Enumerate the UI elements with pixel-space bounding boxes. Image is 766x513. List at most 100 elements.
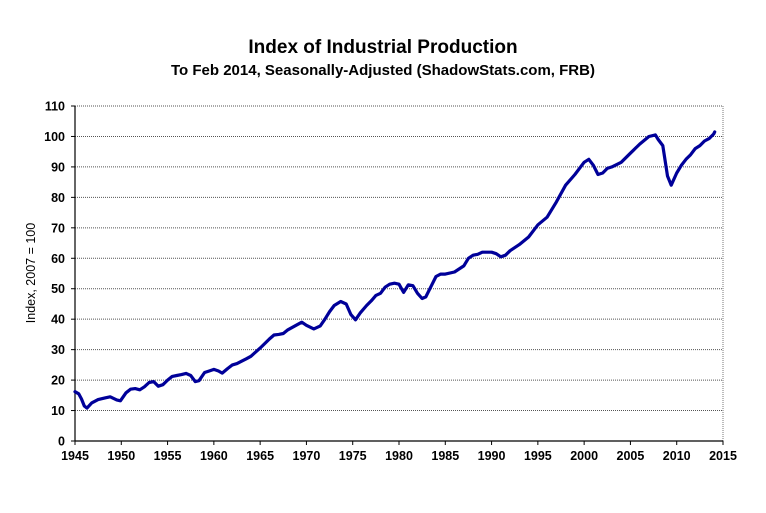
y-tick-label: 0 [58,435,65,449]
data-point [109,396,111,398]
data-point [213,368,215,371]
x-tick-label: 1965 [246,449,274,463]
data-point [527,236,530,238]
data-point [345,303,348,305]
y-tick-label: 10 [51,404,65,418]
x-tick-label: 2015 [709,449,737,463]
y-tick-labels: 0 10 20 30 40 50 60 70 80 90 100 110 [44,100,65,449]
data-point [198,379,200,382]
data-point [139,389,141,391]
data-point [203,371,206,374]
data-point [185,372,187,375]
data-point [333,304,336,307]
data-point [305,324,308,327]
data-point [180,373,183,376]
data-point [699,144,701,147]
x-tick-label: 1985 [431,449,459,463]
data-point [481,251,484,253]
data-point [277,333,280,336]
data-point [601,172,604,174]
data-point [425,296,427,298]
data-point [365,304,368,307]
data-point [472,254,474,256]
data-point [226,367,229,370]
data-point [350,313,352,316]
data-point [301,321,303,324]
data-point [657,138,659,141]
data-point [620,161,622,164]
y-tick-label: 20 [51,374,65,388]
x-tick-label: 1990 [478,449,506,463]
data-point [319,325,322,327]
data-point [250,355,252,358]
data-point [74,390,76,393]
data-point [221,372,223,374]
series-line [73,130,717,410]
y-tick-label: 30 [51,343,65,357]
data-point [629,152,632,154]
data-point [712,133,715,135]
x-tick-label: 1950 [107,449,135,463]
data-point [354,319,357,321]
data-point [606,167,609,170]
y-tick-label: 40 [51,313,65,327]
data-point [134,387,136,390]
data-point [388,283,391,286]
data-point [287,329,289,331]
data-point [708,137,710,140]
data-point [685,158,687,161]
data-point [467,257,470,260]
y-tick-label: 100 [44,130,65,144]
data-point [217,370,220,372]
data-point [231,364,234,366]
chart-title: Index of Industrial Production [248,37,518,58]
data-point [296,323,299,326]
data-point [654,134,657,136]
data-point [713,131,716,133]
y-tick-label: 50 [51,282,65,296]
data-point [359,312,361,314]
x-tick-label: 2005 [617,449,645,463]
series-group [73,130,717,410]
data-point [129,388,132,391]
data-point [564,184,567,186]
x-tick-label: 1970 [293,449,321,463]
data-point [435,275,437,278]
data-point [245,358,248,360]
data-point [119,400,122,402]
data-point [273,334,275,336]
x-tick-label: 2010 [663,449,691,463]
y-tick-label: 70 [51,221,65,235]
data-point [384,286,386,289]
data-point [486,251,488,253]
data-point [115,399,118,401]
data-point [398,283,400,286]
data-point [162,383,164,386]
data-point [648,135,650,138]
data-point [152,380,155,383]
data-point [662,144,664,147]
data-point [680,164,683,167]
x-tick-label: 1955 [154,449,182,463]
data-point [208,370,210,372]
data-point [495,252,498,255]
axes [71,105,724,445]
data-point [86,407,88,409]
data-point [166,379,169,381]
data-point [504,254,507,256]
data-point [439,273,442,275]
data-point [703,140,706,142]
x-tick-label: 1960 [200,449,228,463]
x-tick-label: 1945 [61,449,89,463]
data-point [670,184,672,186]
data-point [176,374,178,377]
data-point [143,386,146,388]
data-point [324,318,326,321]
data-point [537,224,539,226]
data-point [453,271,456,273]
data-point [370,300,373,302]
data-point [407,284,410,286]
data-point [421,297,423,300]
data-point [125,392,127,394]
data-point [518,243,521,246]
